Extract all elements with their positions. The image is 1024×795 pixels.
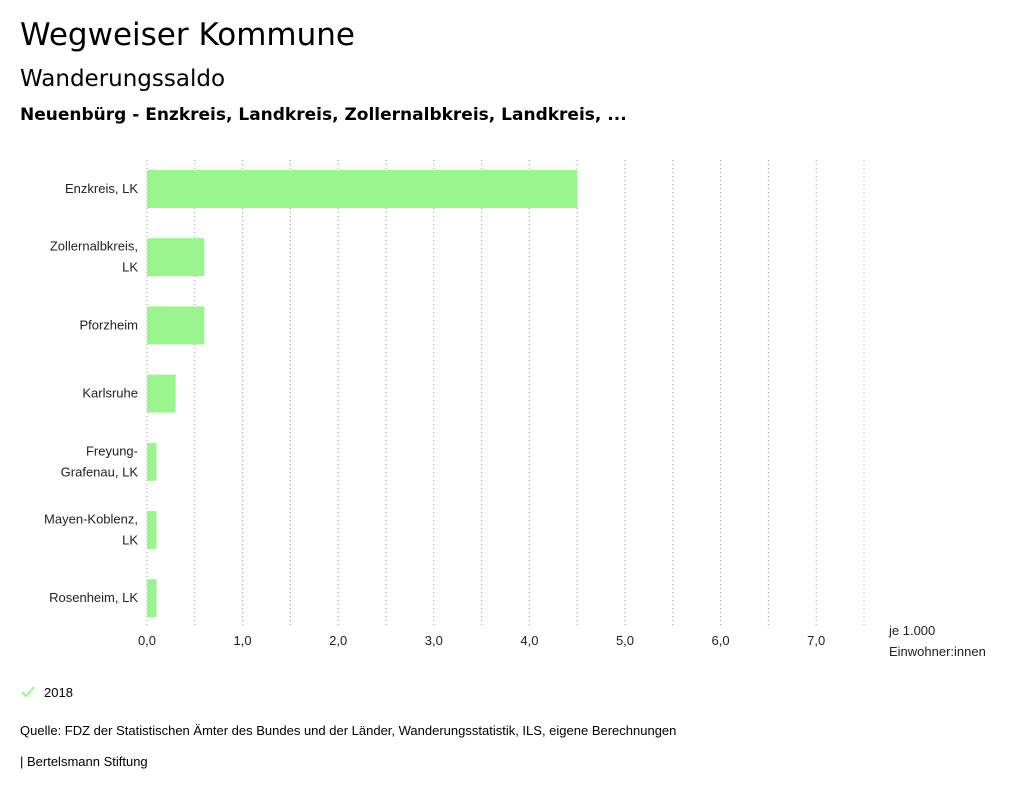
category-label: Enzkreis, LK bbox=[65, 181, 138, 196]
x-tick-label: 4,0 bbox=[520, 633, 538, 648]
category-label: Rosenheim, LK bbox=[49, 590, 138, 605]
x-tick-label: 6,0 bbox=[712, 633, 730, 648]
source-note: Quelle: FDZ der Statistischen Ämter des … bbox=[20, 723, 677, 738]
bar bbox=[147, 306, 205, 345]
bar bbox=[147, 511, 157, 549]
category-label: Karlsruhe bbox=[82, 386, 138, 401]
x-tick-label: 5,0 bbox=[616, 633, 634, 648]
region-context: Neuenbürg - Enzkreis, Landkreis, Zollern… bbox=[20, 105, 627, 125]
legend-label: 2018 bbox=[44, 684, 73, 700]
chart-legend[interactable]: 2018 bbox=[20, 684, 73, 700]
x-tick-label: 2,0 bbox=[329, 633, 347, 648]
check-icon bbox=[21, 686, 35, 698]
bar bbox=[147, 442, 157, 481]
axis-unit-label: je 1.000 Einwohner:innen bbox=[888, 623, 986, 659]
category-label: Freyung-Grafenau, LK bbox=[61, 443, 139, 479]
page-title: Wegweiser Kommune bbox=[20, 17, 355, 53]
category-label: Pforzheim bbox=[79, 317, 138, 332]
category-label: Mayen-Koblenz, LK bbox=[44, 512, 138, 548]
chart-subtitle: Wanderungssaldo bbox=[20, 66, 226, 92]
publisher-note: | Bertelsmann Stiftung bbox=[20, 754, 148, 769]
x-tick-label: 3,0 bbox=[425, 633, 443, 648]
bar bbox=[147, 374, 176, 413]
bar bbox=[147, 579, 157, 618]
category-label: Zollernalbkreis, LK bbox=[50, 239, 138, 275]
x-tick-label: 7,0 bbox=[807, 633, 825, 648]
bar bbox=[147, 170, 578, 208]
bar-chart: Enzkreis, LK Zollernalbkreis, LK Pforzheim K… bbox=[44, 160, 986, 659]
x-tick-label: 1,0 bbox=[234, 633, 252, 648]
bar bbox=[147, 238, 205, 277]
x-tick-label: 0,0 bbox=[138, 633, 156, 648]
